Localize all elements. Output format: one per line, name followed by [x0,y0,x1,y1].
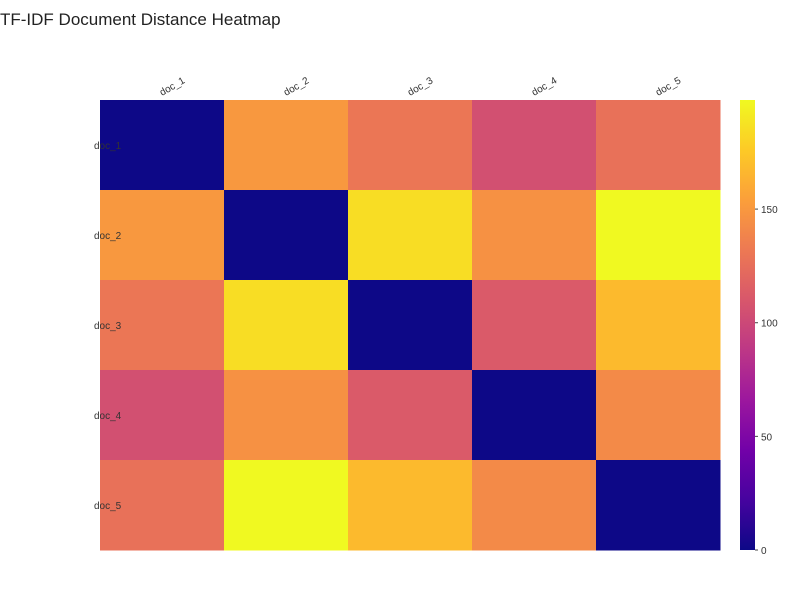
colorbar-tick-label: 0 [761,546,767,557]
heatmap-cell [100,370,225,461]
heatmap-cell [100,100,225,191]
x-tick-label: doc_1 [158,75,187,98]
heatmap-cell [472,460,597,551]
x-tick-label: doc_4 [530,75,559,98]
heatmap-cells [100,100,721,551]
y-tick-label: doc_2 [94,231,122,242]
y-tick-label: doc_4 [94,411,122,422]
heatmap-cell [348,280,473,371]
heatmap-cell [224,280,349,371]
x-axis-ticks: doc_1 doc_2 doc_3 doc_4 doc_5 [158,75,683,98]
x-tick-label: doc_2 [282,75,311,98]
colorbar-tick-label: 100 [761,319,778,330]
heatmap-cell [348,460,473,551]
heatmap-cell [472,280,597,371]
heatmap-cell [596,460,721,551]
heatmap-cell [224,100,349,191]
heatmap-cell [472,100,597,191]
colorbar-gradient [740,100,755,550]
heatmap-cell [596,280,721,371]
heatmap-cell [348,190,473,281]
heatmap-cell [596,100,721,191]
heatmap-cell [100,190,225,281]
heatmap-cell [100,460,225,551]
y-tick-label: doc_1 [94,141,122,152]
colorbar-tick-label: 150 [761,205,778,216]
y-tick-label: doc_3 [94,321,122,332]
y-tick-label: doc_5 [94,501,122,512]
heatmap-cell [472,370,597,461]
x-tick-label: doc_5 [654,75,683,98]
chart-title: TF-IDF Document Distance Heatmap [0,10,281,29]
x-tick-label: doc_3 [406,75,435,98]
heatmap-cell [348,100,473,191]
heatmap-cell [472,190,597,281]
heatmap-cell [596,370,721,461]
heatmap-cell [224,460,349,551]
heatmap-cell [224,370,349,461]
heatmap-cell [100,280,225,371]
heatmap-cell [224,190,349,281]
y-axis-ticks: doc_1 doc_2 doc_3 doc_4 doc_5 [94,141,122,512]
colorbar: 0 50 100 150 [740,100,778,557]
colorbar-tick-label: 50 [761,432,773,443]
heatmap-cell [596,190,721,281]
heatmap-cell [348,370,473,461]
